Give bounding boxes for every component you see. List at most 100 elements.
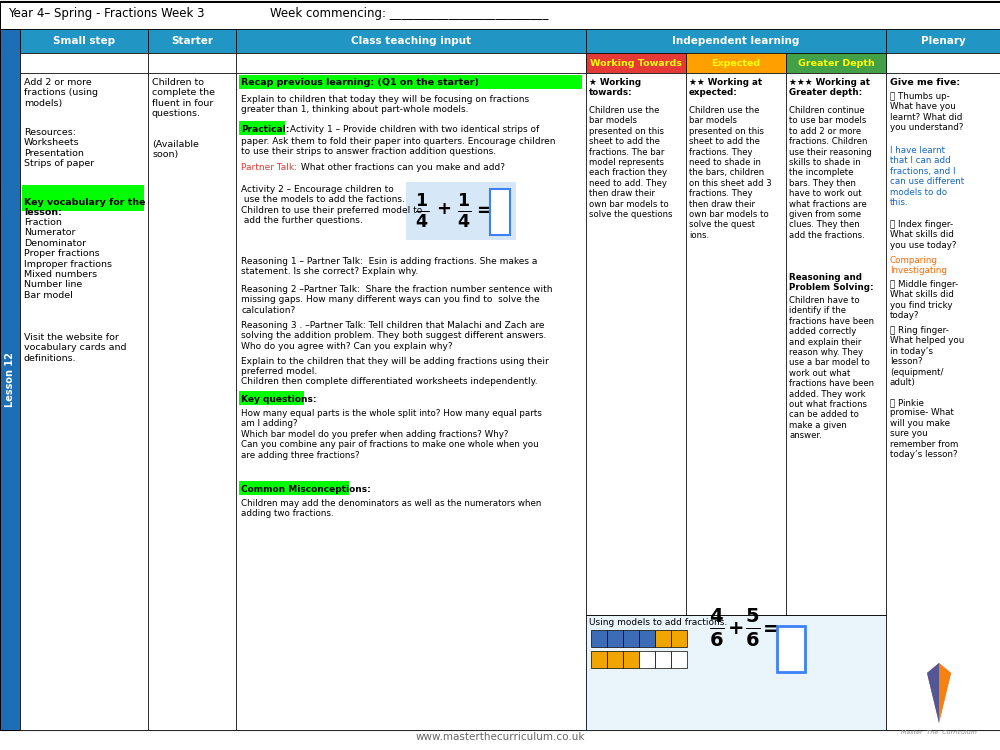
Text: Comparing
Investigating: Comparing Investigating [890, 256, 947, 275]
Bar [586, 53, 686, 73]
Text: Fraction
Numerator
Denominator
Proper fractions
Improper fractions
Mixed numbers: Fraction Numerator Denominator Proper fr… [24, 218, 112, 300]
Text: Reasoning 1 – Partner Talk:  Esin is adding fractions. She makes a
statement. Is: Reasoning 1 – Partner Talk: Esin is addi… [241, 257, 537, 277]
Text: 👆 Ring finger-
What helped you
in today’s
lesson?
(equipment/
adult): 👆 Ring finger- What helped you in today’… [890, 326, 964, 387]
Text: Key questions:: Key questions: [241, 395, 316, 404]
Text: $\mathbf{\frac{1}{4}}$: $\mathbf{\frac{1}{4}}$ [457, 192, 471, 230]
Text: Children use the
bar models
presented on this
sheet to add the
fractions. The ba: Children use the bar models presented on… [589, 106, 672, 219]
Bar [777, 626, 805, 672]
Bar [406, 182, 516, 240]
Text: $\mathbf{\frac{4}{6}}$: $\mathbf{\frac{4}{6}}$ [709, 607, 725, 649]
Text: What other fractions can you make and add?: What other fractions can you make and ad… [298, 163, 505, 172]
Bar [490, 189, 510, 235]
Bar [236, 53, 586, 73]
Text: $\mathbf{\frac{1}{4}}$: $\mathbf{\frac{1}{4}}$ [415, 192, 429, 230]
Text: Reasoning 3 . –Partner Talk: Tell children that Malachi and Zach are
solving the: Reasoning 3 . –Partner Talk: Tell childr… [241, 321, 546, 351]
Text: I have learnt
that I can add
fractions, and I
can use different
models to do
thi: I have learnt that I can add fractions, … [890, 146, 964, 207]
Bar [586, 29, 886, 53]
Polygon shape [939, 663, 951, 723]
Text: Partner Talk:: Partner Talk: [241, 163, 297, 172]
Bar [639, 651, 655, 668]
Text: $\bf{=}$: $\bf{=}$ [759, 619, 779, 638]
Text: Reasoning and
Problem Solving:: Reasoning and Problem Solving: [789, 273, 874, 292]
Text: Children use the
bar models
presented on this
sheet to add the
fractions. They
n: Children use the bar models presented on… [689, 106, 772, 240]
Text: Children continue
to use bar models
to add 2 or more
fractions. Children
use the: Children continue to use bar models to a… [789, 106, 872, 240]
Text: Practical:: Practical: [241, 125, 289, 134]
Bar [671, 630, 687, 647]
Bar [586, 615, 886, 730]
Text: Children then complete differentiated worksheets independently.: Children then complete differentiated wo… [241, 377, 538, 386]
Bar [0, 29, 20, 730]
Bar [239, 121, 285, 135]
Text: Children have to
identify if the
fractions have been
added correctly
and explain: Children have to identify if the fractio… [789, 296, 874, 440]
Bar [886, 29, 1000, 53]
Bar [586, 73, 686, 730]
Text: Class teaching input: Class teaching input [351, 36, 471, 46]
Bar [591, 630, 607, 647]
Text: Explain to children that today they will be focusing on fractions
greater than 1: Explain to children that today they will… [241, 95, 529, 115]
Text: Working Towards: Working Towards [590, 58, 682, 68]
Text: Give me five:: Give me five: [890, 78, 960, 87]
Bar [20, 29, 148, 53]
Text: 👆 Middle finger-
What skills did
you find tricky
today?: 👆 Middle finger- What skills did you fin… [890, 280, 958, 320]
Text: Key vocabulary for the
lesson:: Key vocabulary for the lesson: [24, 198, 146, 217]
Bar [20, 73, 148, 730]
Text: Activity 1 – Provide children with two identical strips of: Activity 1 – Provide children with two i… [287, 125, 539, 134]
Text: Visit the website for
vocabulary cards and
definitions.: Visit the website for vocabulary cards a… [24, 333, 126, 363]
Bar [607, 651, 623, 668]
Text: Greater Depth: Greater Depth [798, 58, 874, 68]
Text: Small step: Small step [53, 36, 115, 46]
Text: $\bf{+}$: $\bf{+}$ [727, 619, 743, 638]
Text: Explain to the children that they will be adding fractions using their
preferred: Explain to the children that they will b… [241, 357, 549, 376]
Bar [0, 2, 1000, 29]
Text: Add 2 or more
fractions (using
models): Add 2 or more fractions (using models) [24, 78, 98, 108]
Text: Common Misconceptions:: Common Misconceptions: [241, 485, 371, 494]
Text: (Available
soon): (Available soon) [152, 140, 199, 160]
Bar [236, 73, 586, 730]
Bar [623, 630, 639, 647]
Text: Reasoning 2 –Partner Talk:  Share the fraction number sentence with
missing gaps: Reasoning 2 –Partner Talk: Share the fra… [241, 285, 552, 315]
Bar [236, 29, 586, 53]
Text: Using models to add fractions.: Using models to add fractions. [589, 618, 727, 627]
Bar [20, 53, 148, 73]
Bar [239, 75, 582, 89]
Text: $\bf{=}$: $\bf{=}$ [473, 200, 491, 218]
Bar [686, 53, 786, 73]
Bar [607, 630, 623, 647]
Text: How many equal parts is the whole split into? How many equal parts
am I adding?
: How many equal parts is the whole split … [241, 409, 542, 460]
Text: Children may add the denominators as well as the numerators when
adding two frac: Children may add the denominators as wel… [241, 499, 541, 518]
Text: paper. Ask them to fold their paper into quarters. Encourage children
to use the: paper. Ask them to fold their paper into… [241, 137, 556, 157]
Bar [786, 53, 886, 73]
Text: $\mathbf{\frac{5}{6}}$: $\mathbf{\frac{5}{6}}$ [745, 607, 761, 649]
Bar [239, 391, 304, 405]
Text: Recap previous learning: (Q1 on the starter): Recap previous learning: (Q1 on the star… [241, 78, 479, 87]
Text: ★ Working
towards:: ★ Working towards: [589, 78, 641, 98]
Text: Year 4– Spring - Fractions Week 3: Year 4– Spring - Fractions Week 3 [8, 7, 205, 20]
Bar [671, 651, 687, 668]
Bar [655, 630, 671, 647]
Bar [886, 53, 1000, 73]
Text: 👆 Index finger-
What skills did
you use today?: 👆 Index finger- What skills did you use … [890, 220, 956, 250]
Text: Plenary: Plenary [921, 36, 965, 46]
Polygon shape [927, 663, 951, 723]
Text: Starter: Starter [171, 36, 213, 46]
Text: ★★ Working at
expected:: ★★ Working at expected: [689, 78, 762, 98]
Bar [639, 630, 655, 647]
Bar [239, 481, 349, 495]
Text: www.masterthecurriculum.co.uk: www.masterthecurriculum.co.uk [415, 732, 585, 742]
Text: ★★★ Working at
Greater depth:: ★★★ Working at Greater depth: [789, 78, 870, 98]
Text: Lesson 12: Lesson 12 [5, 352, 15, 407]
Text: Week commencing: ___________________________: Week commencing: _______________________… [270, 7, 548, 20]
Bar [623, 651, 639, 668]
Bar [148, 53, 236, 73]
Bar [786, 73, 886, 730]
Text: 🤚 Thumbs up-
What have you
learnt? What did
you understand?: 🤚 Thumbs up- What have you learnt? What … [890, 92, 964, 132]
Polygon shape [927, 663, 939, 723]
Bar [591, 651, 607, 668]
Bar [686, 73, 786, 730]
Bar [148, 29, 236, 53]
Text: Children to
complete the
fluent in four
questions.: Children to complete the fluent in four … [152, 78, 215, 118]
Bar [886, 73, 1000, 730]
Text: $\bf{+}$: $\bf{+}$ [436, 200, 452, 218]
Bar [655, 651, 671, 668]
Text: Resources:
Worksheets
Presentation
Strips of paper: Resources: Worksheets Presentation Strip… [24, 128, 94, 168]
